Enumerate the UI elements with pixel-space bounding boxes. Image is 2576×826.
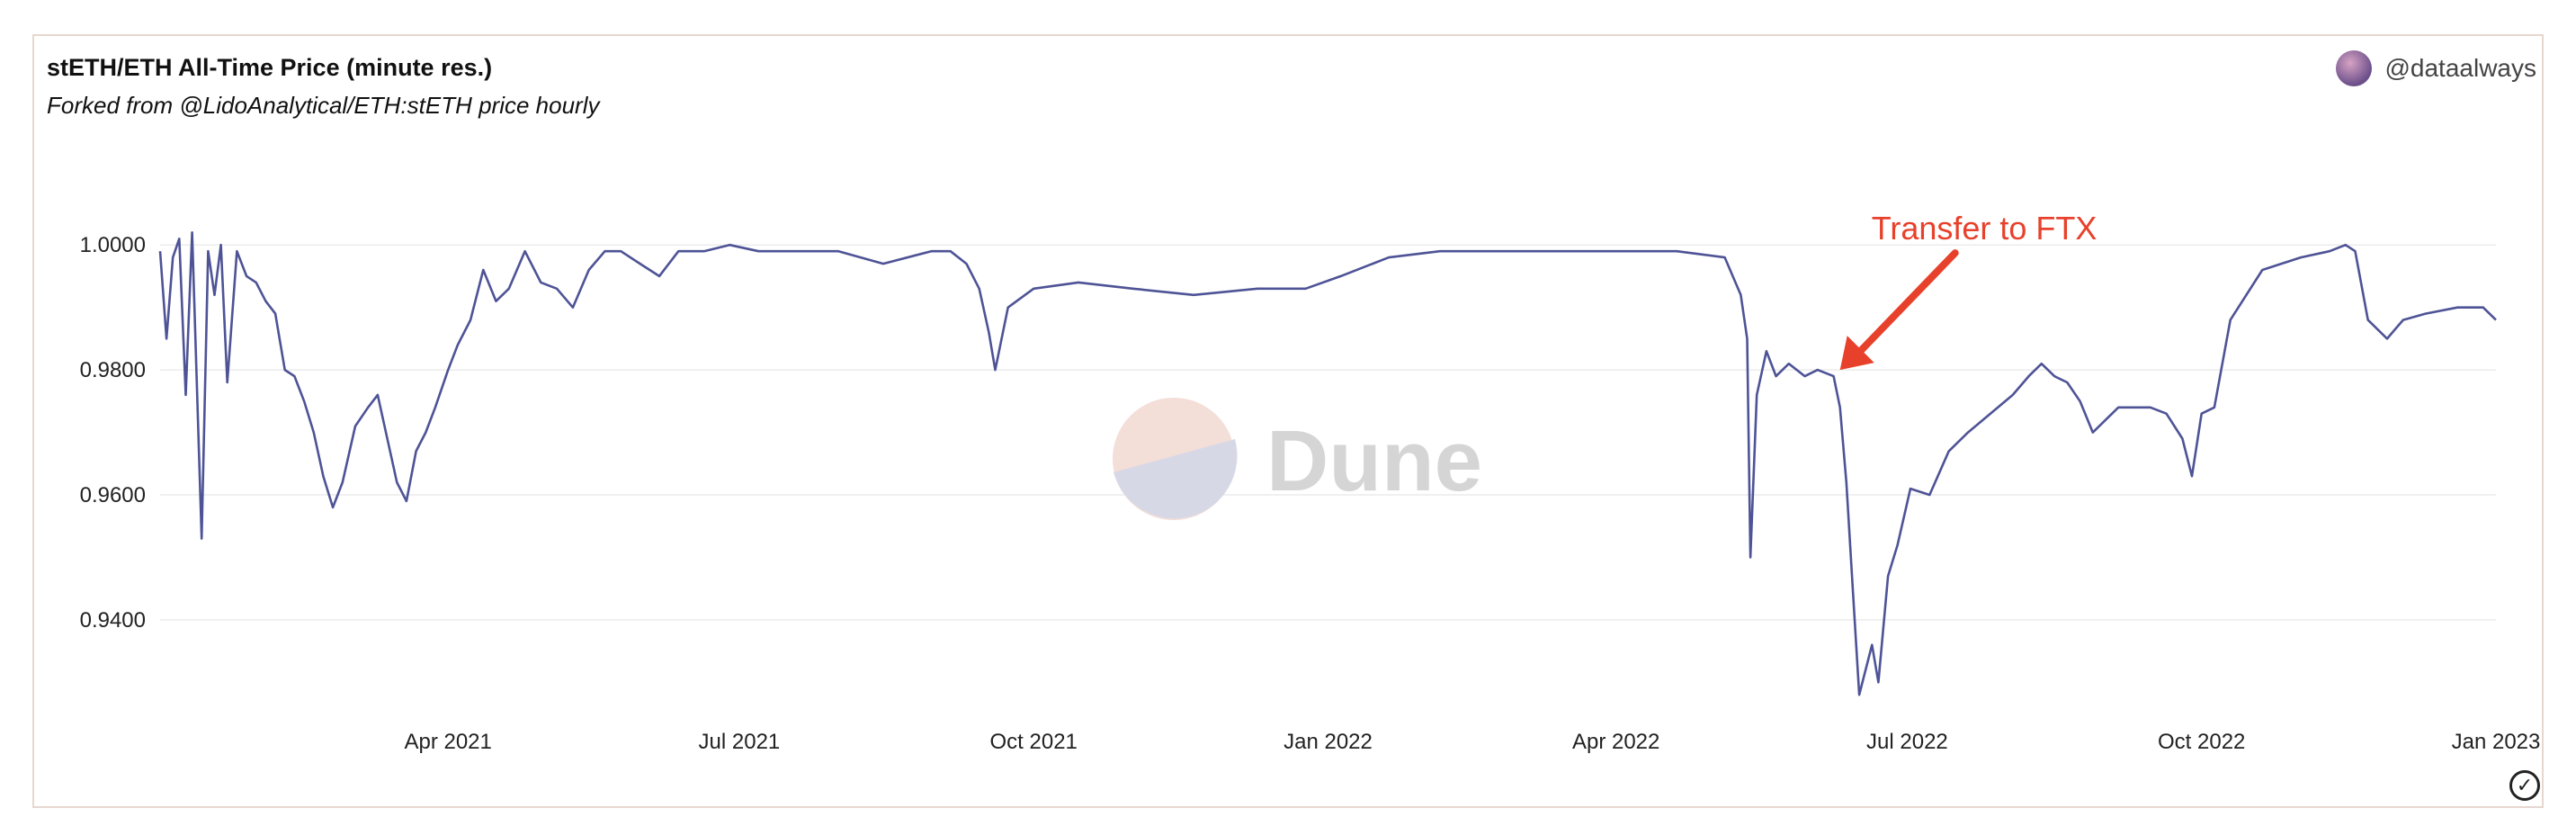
series-line-0 [158,230,2497,696]
y-tick-label: 0.9400 [80,608,146,633]
grid-lines [160,244,2496,621]
y-axis-ticks: 0.9400 0.9600 0.9800 1.0000 [80,233,146,633]
chart-panel [32,34,2544,808]
watermark-logo-shade [1114,439,1238,519]
x-tick-label: Oct 2021 [990,730,1078,754]
y-tick-label: 1.0000 [80,233,146,257]
chart-subtitle: Forked from @LidoAnalytical/ETH:stETH pr… [47,92,600,119]
annotation-label: Transfer to FTX [1872,210,2097,247]
x-tick-label: Jan 2022 [1284,730,1373,754]
user-badge[interactable]: @dataalways [2336,50,2536,86]
y-tick-label: 0.9800 [80,358,146,382]
x-tick-label: Jul 2021 [699,730,781,754]
x-tick-label: Jan 2023 [2452,730,2541,754]
x-tick-label: Apr 2022 [1572,730,1659,754]
username[interactable]: @dataalways [2384,54,2536,82]
x-tick-label: Apr 2021 [404,730,491,754]
x-tick-label: Jul 2022 [1866,730,1948,754]
avatar-icon [2336,50,2373,86]
x-axis-ticks: Apr 2021 Jul 2021 Oct 2021 Jan 2022 Apr 2022… [404,730,2540,754]
watermark-text: Dune [1266,413,1482,509]
y-tick-label: 0.9600 [80,483,146,507]
dune-watermark: Dune [1113,398,1482,520]
annotation: Transfer to FTX [1839,210,2097,371]
check-circle-icon[interactable]: ✓ [2509,770,2540,801]
annotation-arrow-icon [1839,336,1874,371]
x-tick-label: Oct 2022 [2158,730,2245,754]
chart-title: stETH/ETH All-Time Price (minute res.) [47,54,493,81]
annotation-arrow-shaft [1850,249,1959,362]
